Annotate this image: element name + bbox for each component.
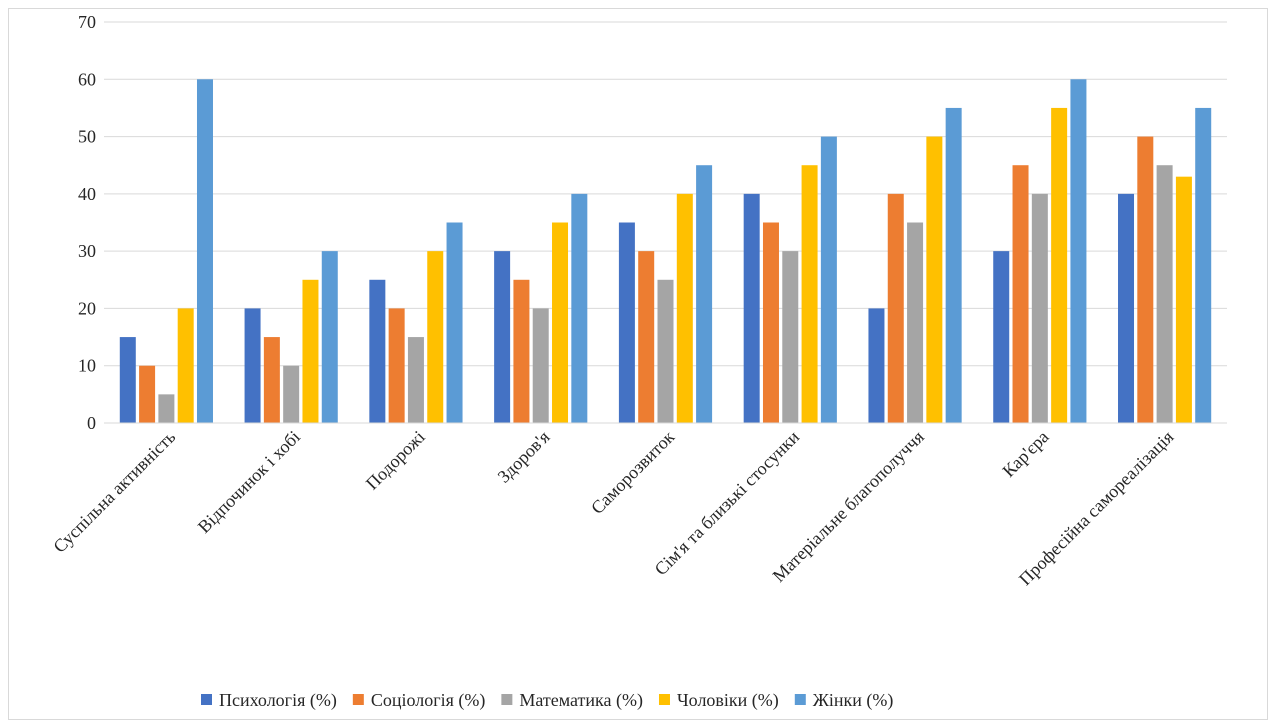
bar — [513, 279, 530, 423]
legend-item: Математика (%) — [501, 690, 643, 711]
bar — [1137, 136, 1154, 424]
bar — [820, 136, 837, 424]
bar — [571, 193, 588, 423]
category-label: Відпочинок і хобі — [194, 427, 304, 537]
bar — [907, 222, 924, 423]
bar — [1156, 165, 1173, 423]
category-label: Здоров'я — [494, 427, 554, 487]
bar — [782, 251, 799, 423]
bar — [283, 365, 300, 423]
legend-item: Соціологія (%) — [352, 690, 486, 711]
bar — [1031, 193, 1048, 423]
bar — [801, 165, 818, 423]
y-tick-label: 10 — [78, 356, 96, 376]
y-tick-label: 20 — [78, 298, 96, 318]
category-label: Кар'єра — [998, 427, 1052, 481]
bar — [177, 308, 194, 423]
y-tick-label: 50 — [78, 127, 96, 147]
bar — [657, 279, 674, 423]
bar — [1012, 165, 1029, 423]
legend-label: Математика (%) — [519, 690, 643, 711]
bar — [552, 222, 569, 423]
legend: Психологія (%) Соціологія (%) Математика (… — [201, 690, 893, 711]
bar — [407, 337, 424, 423]
bar — [119, 337, 136, 423]
y-tick-label: 0 — [87, 413, 96, 433]
legend-swatch — [201, 694, 212, 705]
bar — [926, 136, 943, 424]
bar — [158, 394, 175, 423]
bars — [119, 79, 1212, 424]
bar — [676, 193, 693, 423]
category-label: Подорожі — [362, 427, 429, 494]
legend-label: Соціологія (%) — [371, 690, 486, 711]
bar — [494, 251, 511, 423]
category-label: Сім'я та близькі стосунки — [651, 426, 804, 579]
legend-item: Психологія (%) — [201, 690, 337, 711]
legend-label: Чоловіки (%) — [677, 690, 779, 711]
bar — [762, 222, 779, 423]
legend-label: Жінки (%) — [813, 690, 894, 711]
bar — [1070, 79, 1087, 424]
bar — [945, 107, 962, 423]
legend-swatch — [658, 694, 670, 705]
legend-item: Жінки (%) — [794, 690, 894, 711]
bar — [369, 279, 386, 423]
bar — [139, 365, 156, 423]
bar — [1051, 107, 1068, 423]
bar — [743, 193, 760, 423]
y-axis-ticks: 0 10 20 30 40 50 60 70 — [78, 12, 96, 433]
bar — [388, 308, 405, 423]
bar — [532, 308, 549, 423]
y-tick-label: 30 — [78, 241, 96, 261]
bar — [1195, 107, 1212, 423]
bar — [263, 337, 280, 423]
bar — [302, 279, 319, 423]
bar — [618, 222, 635, 423]
y-tick-label: 60 — [78, 69, 96, 89]
bar — [1175, 176, 1192, 423]
bar — [244, 308, 261, 423]
legend-item: Чоловіки (%) — [658, 690, 779, 711]
bar — [696, 165, 713, 423]
legend-label: Психологія (%) — [219, 690, 337, 711]
bar — [321, 251, 338, 423]
category-label: Саморозвиток — [587, 427, 678, 518]
category-label: Суспільна активність — [49, 427, 179, 557]
y-tick-label: 70 — [78, 12, 96, 32]
category-labels: Суспільна активність Відпочинок і хобі Под… — [49, 426, 1177, 589]
bar — [887, 193, 904, 423]
bar — [1118, 193, 1135, 423]
legend-swatch — [794, 694, 806, 705]
bar — [446, 222, 463, 423]
bar — [868, 308, 885, 423]
legend-swatch — [501, 694, 513, 705]
y-tick-label: 40 — [78, 184, 96, 204]
bar — [993, 251, 1010, 423]
legend-swatch — [352, 694, 364, 705]
bar — [196, 79, 213, 424]
bar — [638, 251, 655, 423]
bar — [427, 251, 444, 423]
